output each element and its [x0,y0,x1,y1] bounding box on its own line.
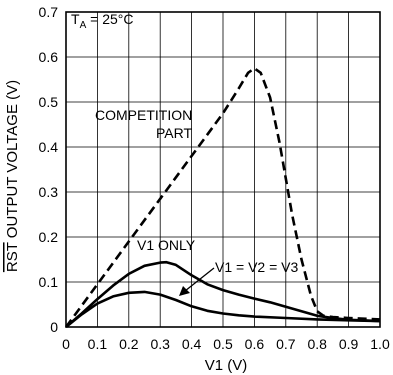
y-axis-label-rest: OUTPUT VOLTAGE (V) [4,80,21,243]
x-tick-label: 0.5 [213,336,233,352]
y-tick-label: 0.4 [39,139,59,155]
annotation-v1-only: V1 ONLY [137,237,196,253]
x-tick-label: 0.2 [119,336,139,352]
x-tick-label: 0.7 [276,336,296,352]
y-tick-label: 0.2 [39,229,59,245]
series-line-1 [64,67,381,328]
x-tick-label: 0.3 [150,336,170,352]
x-tick-label: 0.1 [88,336,108,352]
x-tick-label: 0 [62,336,70,352]
x-tick-label: 0.4 [182,336,202,352]
series-layer [64,67,381,329]
annotation-v1v2v3: V1 = V2 = V3 [215,259,298,275]
x-tick-label: 1.0 [370,336,390,352]
y-axis-label: RST OUTPUT VOLTAGE (V) [4,80,21,272]
y-tick-label: 0.7 [39,4,59,20]
tick-labels: 0 0.1 0.2 0.3 0.4 0.5 0.6 0.7 0.8 0.9 1.0 0 0.1 0.2 0.… [39,4,390,352]
x-tick-label: 0.6 [245,336,265,352]
condition-label: TA = 25°C [71,11,133,31]
x-tick-label: 0.8 [307,336,327,352]
grid [66,12,380,327]
y-tick-label: 0.5 [39,94,59,110]
y-tick-label: 0 [50,319,58,335]
annotation-competition-line2: PART [156,125,192,141]
plot-frame [65,11,381,328]
series-line-3 [65,290,381,329]
y-tick-label: 0.6 [39,49,59,65]
series-line-2 [65,260,381,328]
y-axis-label-overbar: RST [4,242,21,272]
annotation-competition-line1: COMPETITION [95,107,192,123]
svg-text:RST OUTPUT VOLTAGE (V): RST OUTPUT VOLTAGE (V) [4,80,21,272]
x-tick-label: 0.9 [339,336,359,352]
y-tick-label: 0.3 [39,184,59,200]
y-tick-label: 0.1 [39,274,59,290]
x-axis-label: V1 (V) [205,357,248,374]
annotation-arrow [179,267,215,296]
